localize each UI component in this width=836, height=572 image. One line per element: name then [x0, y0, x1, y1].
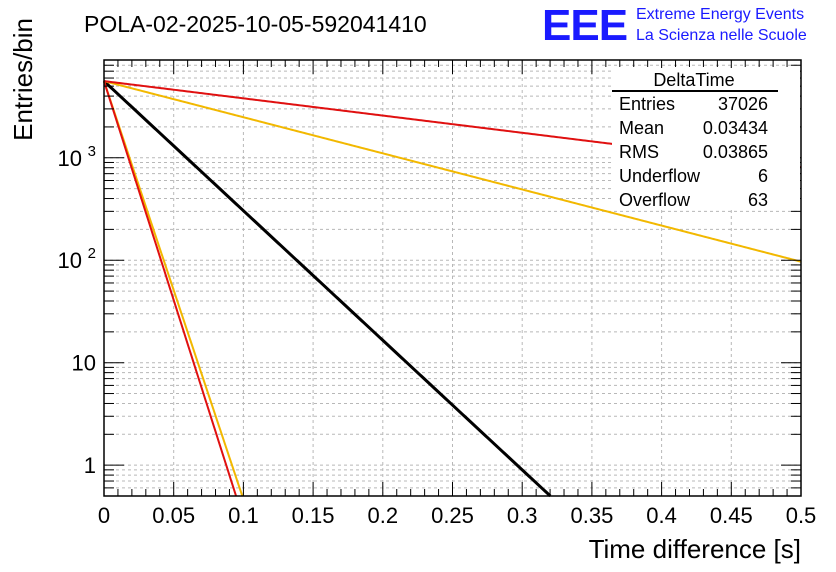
eee-logo-line-2: La Scienza nelle Scuole [636, 27, 807, 44]
stats-row-label: Underflow [619, 166, 701, 186]
x-tick-label: 0.5 [786, 503, 817, 528]
fit-curve-yellow-steep [103, 80, 244, 497]
chart-title: POLA-02-2025-10-05-592041410 [84, 11, 427, 37]
eee-logo-mark: EEE [542, 1, 627, 50]
axis-ticks [103, 59, 802, 497]
stats-row-value: 0.03865 [703, 142, 768, 162]
stats-row-label: Mean [619, 118, 664, 138]
x-tick-label: 0.4 [646, 503, 677, 528]
grid-lines [104, 60, 801, 496]
x-tick-label: 0.45 [710, 503, 753, 528]
stats-box: DeltaTime Entries 37026 Mean 0.03434 RMS 0.03… [612, 68, 800, 210]
y-tick-label: 1 [84, 453, 96, 478]
stats-row-value: 37026 [718, 94, 768, 114]
eee-logo-line-1: Extreme Energy Events [636, 6, 804, 23]
y-tick-label-exponent: 3 [88, 143, 96, 160]
stats-box-title: DeltaTime [653, 70, 734, 90]
y-tick-label: 10 [72, 351, 96, 376]
x-tick-label: 0.35 [570, 503, 613, 528]
fit-curve-red-steep [103, 80, 238, 497]
stats-row-value: 6 [758, 166, 768, 186]
eee-logo: EEE Extreme Energy Events La Scienza nel… [542, 1, 807, 50]
x-axis-label: Time difference [s] [589, 534, 801, 564]
x-tick-label: 0.25 [431, 503, 474, 528]
y-tick-labels: 1 10 10 2 10 3 [58, 143, 96, 478]
stats-row-value: 0.03434 [703, 118, 768, 138]
fit-curve-black-fit [102, 80, 552, 498]
x-tick-label: 0.1 [228, 503, 259, 528]
stats-row-label: Entries [619, 94, 675, 114]
x-tick-label: 0.3 [507, 503, 538, 528]
y-tick-label: 10 [58, 146, 82, 171]
x-tick-label: 0 [98, 503, 110, 528]
y-tick-label-exponent: 2 [88, 245, 96, 262]
fit-curve-yellow-shallow [103, 80, 802, 263]
x-tick-labels: 0 0.05 0.1 0.15 0.2 0.25 0.3 0.35 0.4 0.45 0.5 [98, 503, 816, 528]
stats-row-label: RMS [619, 142, 659, 162]
x-tick-label: 0.2 [368, 503, 399, 528]
stats-row-value: 63 [748, 190, 768, 210]
stats-row-label: Overflow [619, 190, 691, 210]
x-tick-label: 0.05 [152, 503, 195, 528]
y-tick-label: 10 [58, 248, 82, 273]
y-axis-label: Entries/bin [8, 18, 38, 141]
x-tick-label: 0.15 [292, 503, 335, 528]
